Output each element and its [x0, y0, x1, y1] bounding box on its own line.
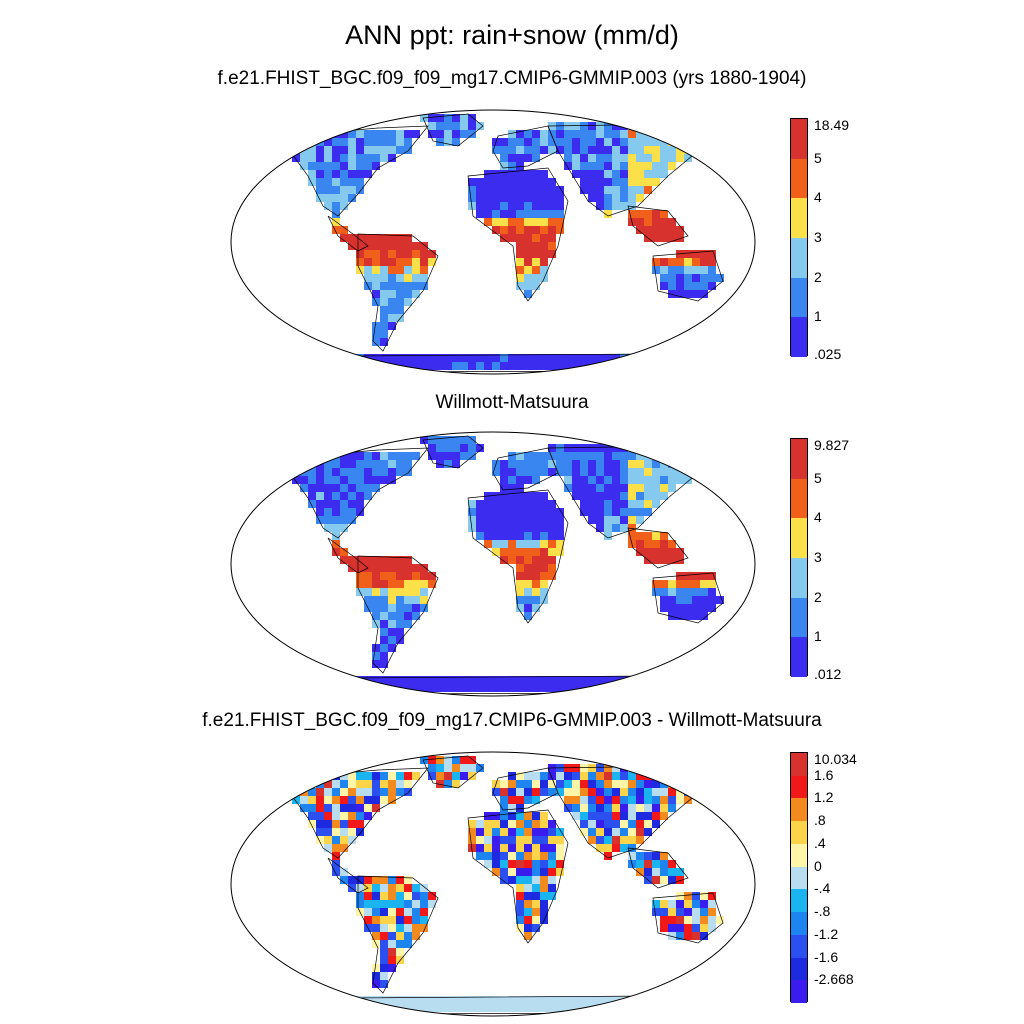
coastline-greenland — [422, 755, 484, 789]
colorbar-label: -1.6 — [814, 948, 839, 965]
colorbar-segment — [791, 119, 807, 160]
coastline-central-america — [327, 857, 369, 894]
colorbar-segment — [791, 798, 807, 822]
colorbar-label: .025 — [814, 346, 842, 362]
colorbar-label: 2 — [814, 268, 822, 285]
panel-2-title: Willmott-Matsuura — [435, 392, 589, 413]
coastline-north-america — [287, 125, 429, 217]
colorbar-label: 18.49 — [814, 117, 850, 133]
colorbar-segment — [791, 753, 807, 777]
coastline-central-america — [327, 537, 369, 574]
colorbar-frame — [790, 752, 808, 1004]
colorbar-label: 9.827 — [814, 437, 850, 453]
colorbar-segment — [791, 518, 807, 559]
colorbar-segment — [791, 821, 807, 845]
colorbar-label: 4 — [814, 189, 822, 206]
coastline-australia — [652, 250, 724, 302]
colorbar-label: .012 — [814, 666, 842, 682]
colorbar-segment — [791, 439, 807, 480]
coastline-north-america — [287, 447, 429, 539]
coastline-southeast-asia — [627, 527, 689, 569]
colorbar-label: 5 — [814, 149, 822, 166]
colorbar-segment — [791, 277, 807, 318]
panel-1-title: f.e21.FHIST_BGC.f09_f09_mg17.CMIP6-GMMIP… — [217, 68, 807, 89]
map-panel-1 — [230, 109, 756, 375]
colorbar-frame — [790, 438, 808, 678]
colorbar-segment — [791, 198, 807, 239]
colorbar-label: 2 — [814, 588, 822, 605]
colorbar-segment — [791, 957, 807, 981]
map-panel-2 — [230, 431, 756, 697]
colorbar-segment — [791, 317, 807, 358]
coastline-africa — [467, 489, 569, 624]
colorbar-label: -.4 — [814, 880, 831, 897]
colorbar-segment — [791, 478, 807, 519]
colorbar-segment — [791, 866, 807, 890]
coastline-north-america — [287, 767, 429, 859]
colorbar-segment — [791, 775, 807, 799]
colorbar-segment — [791, 934, 807, 959]
coastline-australia — [652, 572, 724, 624]
colorbar-label: -1.2 — [814, 925, 839, 942]
colorbar-label: 3 — [814, 229, 822, 245]
colorbar-frame — [790, 118, 808, 358]
colorbar-segment — [791, 843, 807, 868]
coastline-africa — [467, 809, 569, 944]
land-cells — [292, 436, 724, 692]
coastline-greenland — [422, 435, 484, 469]
colorbar-label: 4 — [814, 509, 822, 526]
colorbar-label: 10.034 — [814, 751, 857, 767]
colorbar-label: 1.2 — [814, 789, 834, 806]
coastline-australia — [652, 892, 724, 944]
main-title: ANN ppt: rain+snow (mm/d) — [345, 20, 679, 50]
colorbar-segment — [791, 158, 807, 199]
coastline-southeast-asia — [627, 847, 689, 889]
map-border — [230, 109, 756, 375]
map-border — [230, 431, 756, 697]
colorbar-segment — [791, 637, 807, 678]
colorbar-segment — [791, 597, 807, 638]
coastline-south-america — [357, 875, 439, 994]
colorbar-label: 1.6 — [814, 766, 834, 783]
colorbar-label: 0 — [814, 857, 822, 874]
coastline-southeast-asia — [627, 205, 689, 247]
colorbar-label: -2.668 — [814, 971, 854, 988]
colorbar-label: 5 — [814, 469, 822, 486]
land-cells — [292, 114, 724, 370]
colorbar-label: -.8 — [814, 903, 831, 920]
colorbar-label: .4 — [814, 834, 826, 851]
colorbar-segment — [791, 889, 807, 913]
colorbar-segment — [791, 980, 807, 1004]
coastline-central-america — [327, 215, 369, 252]
coastline-africa — [467, 167, 569, 302]
colorbar-label: .8 — [814, 812, 826, 829]
map-border — [230, 751, 756, 1017]
coastline-south-america — [357, 233, 439, 352]
colorbar-segment — [791, 558, 807, 599]
map-panel-3 — [230, 751, 756, 1017]
coastline-south-america — [357, 555, 439, 674]
colorbar-label: 3 — [814, 549, 822, 565]
colorbar-segment — [791, 912, 807, 936]
colorbar-segment — [791, 238, 807, 279]
colorbar-label: 1 — [814, 308, 822, 325]
coastline-greenland — [422, 113, 484, 147]
colorbar-label: 1 — [814, 628, 822, 645]
panel-3-title: f.e21.FHIST_BGC.f09_f09_mg17.CMIP6-GMMIP… — [202, 710, 822, 731]
